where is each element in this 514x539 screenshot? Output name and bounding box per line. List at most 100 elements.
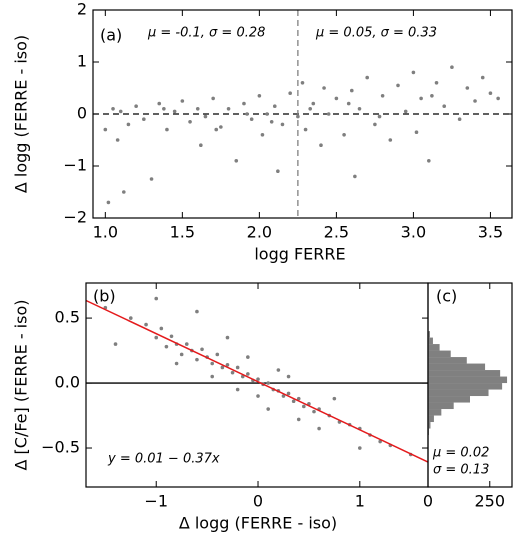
point: [144, 322, 148, 327]
point: [411, 70, 416, 75]
point: [256, 394, 260, 398]
hist-bar: [428, 350, 451, 358]
point: [403, 109, 408, 114]
point: [249, 117, 254, 121]
point: [230, 370, 235, 375]
point: [164, 344, 169, 349]
point: [142, 117, 146, 121]
point: [235, 365, 240, 370]
point: [265, 112, 269, 116]
annotation: y = 0.01 − 0.37x: [107, 452, 220, 467]
point: [226, 107, 231, 111]
annotation: μ = 0.05, σ = 0.33: [315, 26, 437, 41]
point: [184, 342, 189, 346]
point: [353, 174, 357, 179]
point: [115, 138, 120, 142]
point: [357, 107, 362, 111]
point: [373, 122, 377, 127]
point: [203, 114, 208, 119]
point: [210, 361, 215, 366]
point: [235, 387, 240, 392]
y-tick-label: 0: [77, 104, 87, 123]
point: [245, 112, 249, 116]
annotation: μ = -0.1, σ = 0.28: [147, 26, 265, 41]
axes-frame: [427, 282, 513, 488]
point: [128, 316, 133, 320]
point: [291, 399, 296, 404]
point: [388, 138, 393, 142]
point: [199, 143, 203, 147]
point: [332, 396, 337, 401]
hist-bar: [428, 363, 486, 371]
hist-bar: [428, 376, 508, 384]
point: [480, 75, 485, 80]
y-tick-label: 2: [77, 0, 87, 19]
hist-bar: [428, 422, 431, 429]
point: [473, 99, 477, 103]
point: [442, 104, 447, 108]
panel-label: (a): [100, 26, 122, 45]
panel-label: (b): [93, 287, 116, 306]
point: [276, 368, 281, 372]
point: [215, 352, 220, 357]
point: [326, 112, 331, 116]
x-tick-label: 1.0: [93, 223, 118, 242]
point: [126, 122, 131, 127]
point: [414, 130, 419, 134]
x-axis-label: logg FERRE: [254, 245, 345, 264]
hist-bar: [428, 344, 440, 351]
point: [465, 86, 470, 90]
point: [308, 107, 313, 111]
point: [154, 335, 159, 340]
x-tick-label: −1: [144, 492, 168, 511]
point: [180, 99, 185, 103]
point: [214, 127, 219, 132]
point: [280, 122, 285, 127]
point: [286, 374, 291, 379]
y-axis-label: Δ logg (FERRE - iso): [12, 35, 31, 193]
hist-bar: [428, 383, 503, 390]
point: [303, 127, 308, 132]
point: [113, 342, 118, 346]
point: [288, 91, 292, 95]
point: [312, 409, 316, 414]
point: [276, 169, 280, 173]
point: [419, 96, 423, 101]
point: [457, 117, 462, 121]
point: [434, 81, 439, 85]
annotation: μ = 0.02: [432, 446, 489, 461]
point: [302, 404, 306, 409]
point: [334, 96, 339, 101]
x-tick-label: 0: [423, 492, 433, 511]
hist-bar: [428, 357, 467, 364]
point: [179, 352, 184, 357]
point: [106, 200, 111, 205]
point: [225, 335, 230, 340]
point: [220, 365, 225, 370]
point: [195, 309, 199, 314]
point: [286, 391, 291, 396]
y-tick-label: −2: [63, 208, 87, 227]
x-tick-label: 3.5: [478, 223, 503, 242]
point: [257, 94, 262, 98]
point: [225, 363, 230, 367]
y-tick-label: 0.0: [55, 373, 80, 392]
point: [281, 394, 286, 398]
hist-bar: [428, 409, 442, 416]
panel-label: (c): [436, 287, 457, 306]
point: [195, 107, 200, 111]
point: [496, 96, 500, 101]
point: [300, 81, 305, 85]
point: [296, 417, 301, 422]
point: [157, 101, 162, 106]
x-axis-label: Δ logg (FERRE - iso): [179, 514, 337, 533]
point: [296, 396, 301, 401]
point: [211, 96, 215, 101]
point: [159, 326, 164, 331]
x-tick-label: 1.5: [170, 223, 195, 242]
point: [154, 296, 159, 301]
point: [272, 104, 277, 108]
point: [260, 133, 265, 137]
x-tick-label: 2.0: [247, 223, 272, 242]
